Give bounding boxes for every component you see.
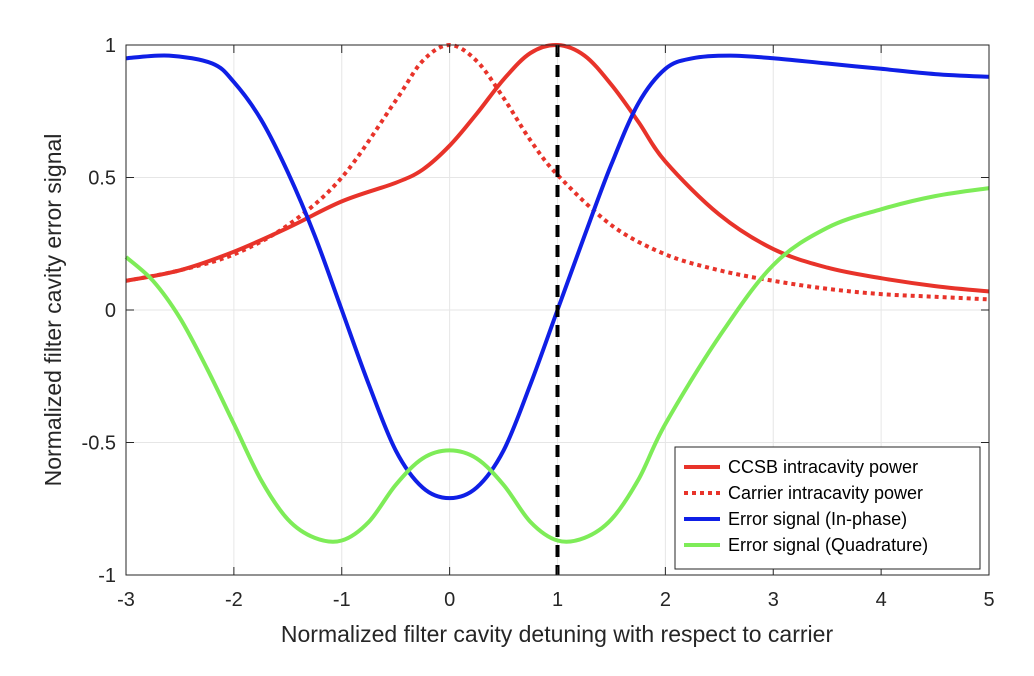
x-tick-label: 0 <box>444 589 455 611</box>
x-axis-label: Normalized filter cavity detuning with r… <box>281 621 834 647</box>
legend-box <box>674 446 981 570</box>
y-tick-label: -1 <box>98 565 116 587</box>
y-axis-label: Normalized filter cavity error signal <box>40 134 66 487</box>
x-tick-labels: -3 -2 -1 0 1 2 3 4 5 <box>117 589 994 611</box>
x-tick-label: 5 <box>983 589 994 611</box>
x-tick-label: -2 <box>225 589 243 611</box>
series-lines <box>124 42 990 544</box>
legend-label-1: CCSB intracavity power <box>728 457 918 477</box>
x-tick-label: 1 <box>552 589 563 611</box>
x-tick-label: -3 <box>117 589 135 611</box>
x-tick-label: 2 <box>660 589 671 611</box>
series-line-4 <box>124 186 990 544</box>
series-line-1 <box>125 42 990 294</box>
y-tick-label: 0.5 <box>88 168 116 190</box>
legend-label-4: Error signal (Quadrature) <box>728 535 928 555</box>
y-tick-labels: -1 -0.5 0 0.5 1 <box>82 35 116 587</box>
y-tick-label: -0.5 <box>82 433 116 455</box>
y-tick-label: 1 <box>105 35 116 57</box>
legend-items: CCSB intracavity power Carrier intracavit… <box>684 457 928 555</box>
series-line-3 <box>125 53 990 501</box>
y-tick-label: 0 <box>105 300 116 322</box>
x-tick-label: 4 <box>876 589 887 611</box>
x-tick-label: -1 <box>333 589 351 611</box>
legend: CCSB intracavity power Carrier intracavit… <box>674 446 981 570</box>
legend-label-3: Error signal (In-phase) <box>728 509 907 529</box>
series-line-2 <box>125 43 990 302</box>
legend-label-2: Carrier intracavity power <box>728 483 923 503</box>
x-tick-label: 3 <box>768 589 779 611</box>
